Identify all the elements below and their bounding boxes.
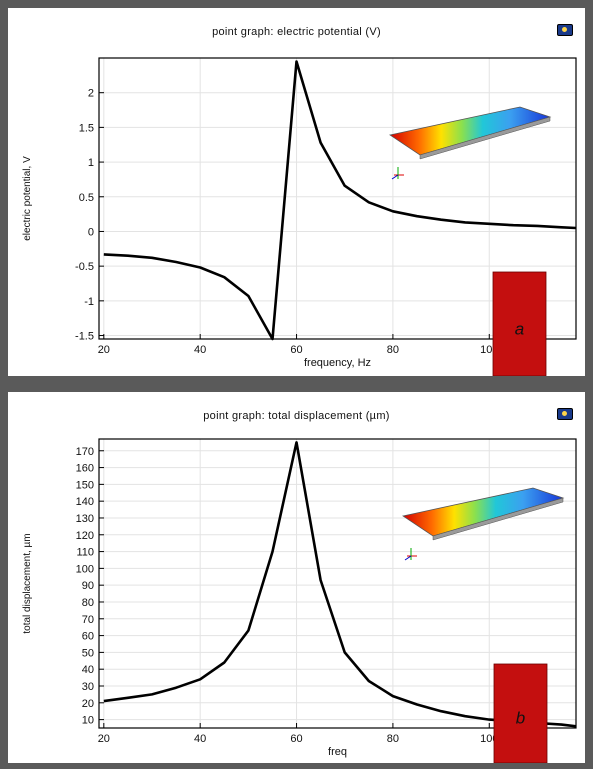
axis-triad-z (391, 174, 399, 180)
inset-model-image (388, 106, 552, 180)
plot-area: 20 40 60 80 100-1.5-1-0.500.511.52frequency,… (22, 57, 577, 369)
x-tick-label: 60 (290, 344, 302, 356)
chart-panel-a: point graph: electric potential (V) 20 40… (8, 8, 585, 376)
x-tick-label: 40 (194, 733, 206, 745)
y-tick-label: 2 (88, 88, 94, 100)
model-plate-edge (432, 497, 564, 541)
export-icon[interactable] (557, 408, 573, 420)
y-tick-label: 10 (82, 715, 94, 727)
y-tick-label: 0.5 (79, 192, 94, 204)
y-axis-label: electric potential, V (22, 156, 33, 241)
inset-model-image (401, 487, 565, 561)
annotation-letter: a (515, 319, 524, 338)
y-tick-label: 90 (82, 580, 94, 592)
model-plate-edge (419, 116, 551, 160)
y-tick-label: 160 (76, 463, 94, 475)
y-axis-label: total displacement, µm (22, 533, 33, 633)
annotation-box (493, 663, 548, 763)
y-tick-label: 110 (76, 547, 94, 559)
series-line (103, 60, 577, 341)
chart-b-plot: 20 40 60 80 10010203040506070809010011012013… (22, 438, 577, 763)
plot-frame (98, 438, 577, 729)
y-tick-label: 40 (82, 664, 94, 676)
model-plate (388, 106, 552, 156)
y-tick-label: 0 (88, 226, 94, 238)
y-tick-label: 20 (82, 698, 94, 710)
y-tick-label: 60 (82, 631, 94, 643)
x-tick-label: 40 (194, 344, 206, 356)
annotation-letter: b (516, 708, 525, 727)
annotation-box (492, 271, 547, 376)
plot-area: 20 40 60 80 10010203040506070809010011012013… (22, 438, 577, 758)
x-tick-label: 20 (98, 733, 110, 745)
model-plate (401, 487, 565, 537)
y-tick-label: 80 (82, 597, 94, 609)
y-tick-label: 170 (76, 446, 94, 458)
y-tick-label: 70 (82, 614, 94, 626)
y-tick-label: 50 (82, 647, 94, 659)
export-icon[interactable] (557, 24, 573, 36)
chart-a-plot: 20 40 60 80 100-1.5-1-0.500.511.52frequency,… (22, 57, 577, 376)
x-tick-label: 80 (387, 733, 399, 745)
y-tick-label: 130 (76, 513, 94, 525)
y-tick-label: 30 (82, 681, 94, 693)
x-tick-label: 80 (387, 344, 399, 356)
x-axis-label: frequency, Hz (304, 357, 371, 369)
y-tick-label: 1 (88, 157, 94, 169)
chart-panel-b: point graph: total displacement (µm) 20 4… (8, 392, 585, 763)
x-tick-label: 60 (290, 733, 302, 745)
y-tick-label: 120 (76, 530, 94, 542)
y-tick-label: -1 (84, 296, 94, 308)
y-tick-label: 1.5 (79, 122, 94, 134)
axis-triad-z (404, 555, 412, 561)
chart-title: point graph: total displacement (µm) (203, 410, 390, 422)
y-tick-label: 140 (76, 496, 94, 508)
y-tick-label: -0.5 (75, 261, 94, 273)
x-tick-label: 20 (98, 344, 110, 356)
y-tick-label: 150 (76, 479, 94, 491)
chart-title: point graph: electric potential (V) (212, 26, 381, 38)
y-tick-label: 100 (76, 563, 94, 575)
x-axis-label: freq (328, 746, 347, 758)
plot-frame (98, 57, 577, 340)
y-tick-label: -1.5 (75, 331, 94, 343)
